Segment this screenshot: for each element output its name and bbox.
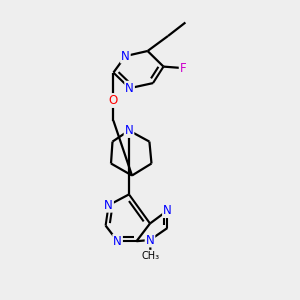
Text: N: N bbox=[121, 50, 130, 63]
Text: O: O bbox=[109, 94, 118, 107]
Text: F: F bbox=[180, 61, 186, 75]
Text: N: N bbox=[104, 199, 113, 212]
Text: N: N bbox=[124, 124, 134, 137]
Text: N: N bbox=[146, 233, 154, 247]
Text: N: N bbox=[113, 235, 122, 248]
Text: N: N bbox=[163, 204, 172, 217]
Text: N: N bbox=[125, 82, 134, 95]
Text: CH₃: CH₃ bbox=[142, 250, 160, 261]
